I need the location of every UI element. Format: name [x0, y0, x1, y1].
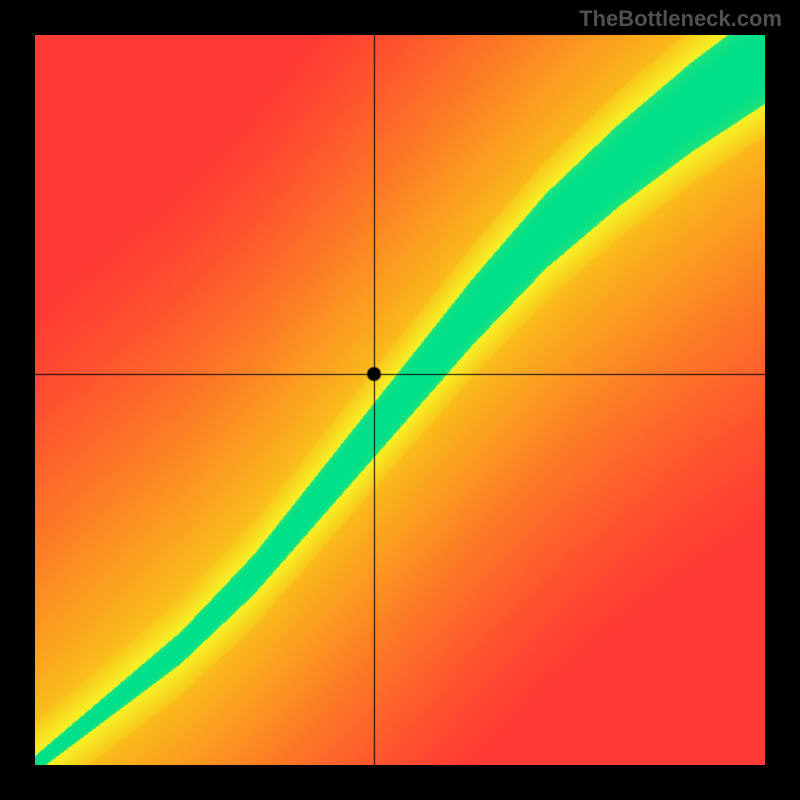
- overlay-canvas: [35, 35, 765, 765]
- watermark-text: TheBottleneck.com: [579, 6, 782, 32]
- bottleneck-heatmap: [35, 35, 765, 765]
